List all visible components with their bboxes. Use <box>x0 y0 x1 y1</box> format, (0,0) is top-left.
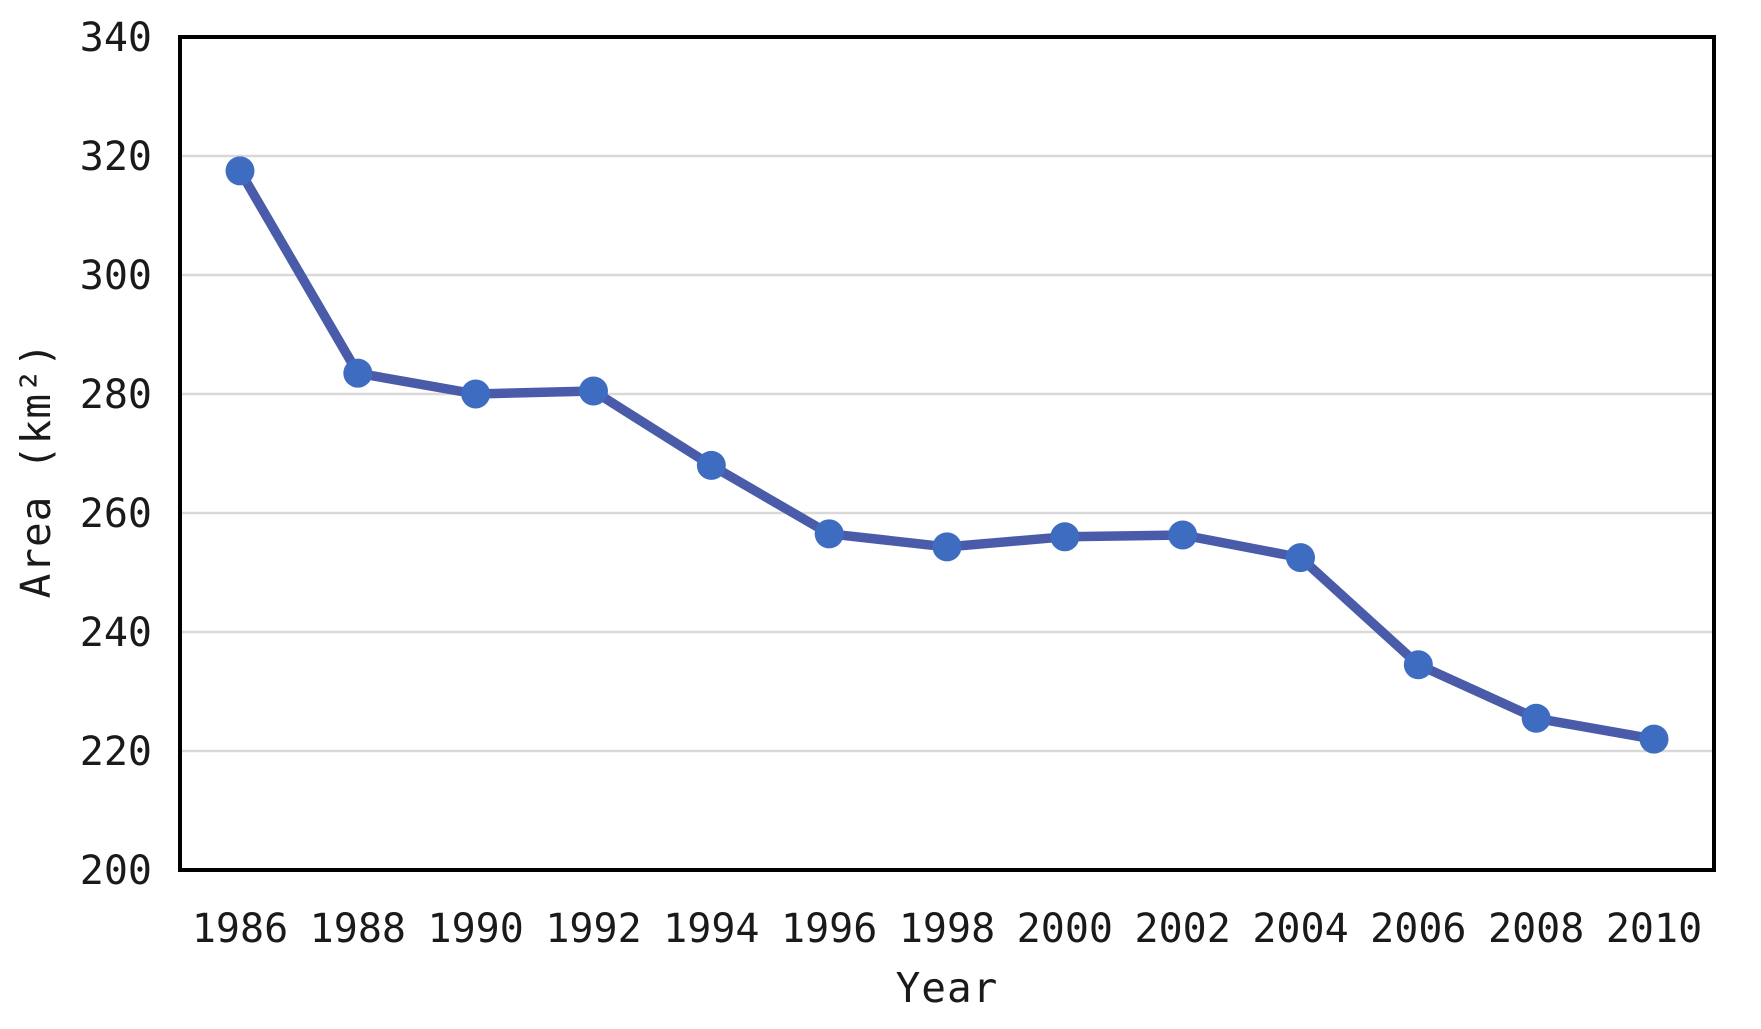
x-tick-label: 2008 <box>1488 906 1584 952</box>
data-point-marker <box>814 519 844 549</box>
gridlines <box>182 154 1712 753</box>
y-tick-label: 340 <box>80 15 152 61</box>
data-point-marker <box>932 532 962 562</box>
x-tick-label: 1994 <box>663 906 759 952</box>
y-tick-labels: 200 220 240 260 280 300 320 340 <box>80 15 152 894</box>
data-point-marker <box>1050 522 1080 552</box>
x-tick-label: 2004 <box>1252 906 1348 952</box>
y-tick-label: 240 <box>80 610 152 656</box>
y-axis-title: Area (km²) <box>12 342 60 599</box>
data-point-marker <box>225 156 255 186</box>
x-tick-label: 2010 <box>1606 906 1702 952</box>
x-tick-label: 2002 <box>1135 906 1231 952</box>
x-tick-labels: 1986 1988 1990 1992 1994 1996 1998 2000 2002 2004… <box>192 906 1702 952</box>
data-series <box>225 156 1669 754</box>
y-tick-label: 280 <box>80 372 152 418</box>
data-point-marker <box>696 450 726 480</box>
y-tick-label: 300 <box>80 253 152 299</box>
x-tick-label: 1996 <box>781 906 877 952</box>
y-tick-label: 220 <box>80 729 152 775</box>
data-point-marker <box>1286 543 1315 573</box>
x-tick-label: 1986 <box>192 906 288 952</box>
x-tick-label: 1990 <box>428 906 524 952</box>
y-tick-label: 260 <box>80 491 152 537</box>
data-point-marker <box>461 379 491 409</box>
y-tick-label: 320 <box>80 134 152 180</box>
plot-area-frame <box>178 35 1716 872</box>
data-point-marker <box>343 358 373 388</box>
x-tick-label: 2000 <box>1017 906 1113 952</box>
series-line <box>235 166 1659 744</box>
x-tick-label: 1988 <box>310 906 406 952</box>
data-point-marker <box>1521 703 1551 733</box>
data-point-marker <box>579 376 608 406</box>
x-axis-title: Year <box>896 964 999 1012</box>
data-point-marker <box>1168 520 1198 550</box>
data-point-marker <box>1639 724 1669 754</box>
y-tick-label: 200 <box>80 848 152 894</box>
data-point-marker <box>1403 650 1433 680</box>
x-tick-label: 1998 <box>899 906 995 952</box>
x-tick-label: 1992 <box>545 906 641 952</box>
x-tick-label: 2006 <box>1370 906 1466 952</box>
